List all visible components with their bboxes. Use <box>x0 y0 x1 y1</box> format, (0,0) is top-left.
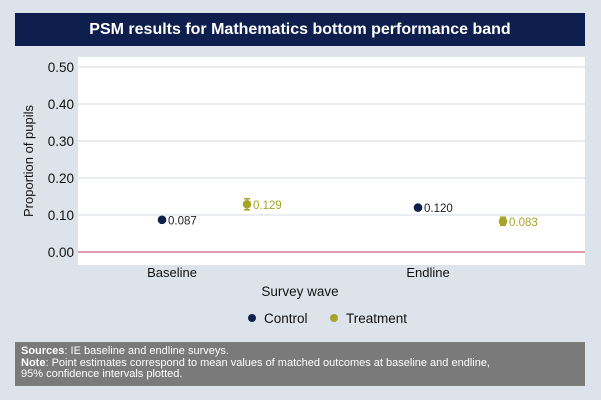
chart-area: 0.00 0.10 0.20 0.30 0.40 0.50 Baseline Endline S… <box>15 53 585 337</box>
data-label: 0.129 <box>253 200 282 212</box>
legend-label-control: Control <box>264 311 308 326</box>
note-text: : Point estimates correspond to mean val… <box>45 356 490 369</box>
sources-label: Sources <box>21 345 65 357</box>
sources-text: : IE baseline and endline surveys. <box>64 345 229 357</box>
note-text-continued: 95% confidence intervals plotted. <box>21 368 183 380</box>
data-point-control <box>413 203 423 212</box>
y-axis-title: Proportion of pupils <box>21 104 36 217</box>
chart-svg: 0.00 0.10 0.20 0.30 0.40 0.50 Baseline Endline S… <box>21 57 585 326</box>
data-label: 0.087 <box>168 215 197 227</box>
legend-marker-treatment <box>330 314 338 322</box>
y-tick-label: 0.00 <box>48 245 74 260</box>
data-label: 0.120 <box>424 203 453 215</box>
chart-title: PSM results for Mathematics bottom perfo… <box>89 20 511 38</box>
x-axis-title: Survey wave <box>261 284 338 299</box>
chart-title-bar: PSM results for Mathematics bottom perfo… <box>15 13 585 46</box>
note-label: Note <box>21 356 46 369</box>
legend-marker-control <box>248 314 256 322</box>
x-tick-label: Baseline <box>147 265 197 280</box>
y-tick-label: 0.20 <box>48 171 74 186</box>
data-point-treatment <box>242 199 252 209</box>
legend-label-treatment: Treatment <box>346 311 407 326</box>
data-point-control <box>157 215 167 225</box>
y-tick-label: 0.10 <box>48 208 74 223</box>
y-tick-label: 0.30 <box>48 134 74 149</box>
plot-panel <box>78 57 585 265</box>
x-tick-label: Endline <box>406 265 449 280</box>
y-tick-label: 0.40 <box>48 97 74 112</box>
data-label: 0.083 <box>509 217 538 229</box>
footer-notes: Sources: IE baseline and endline surveys… <box>15 342 585 386</box>
data-point-treatment <box>498 216 508 226</box>
y-tick-label: 0.50 <box>48 60 74 75</box>
